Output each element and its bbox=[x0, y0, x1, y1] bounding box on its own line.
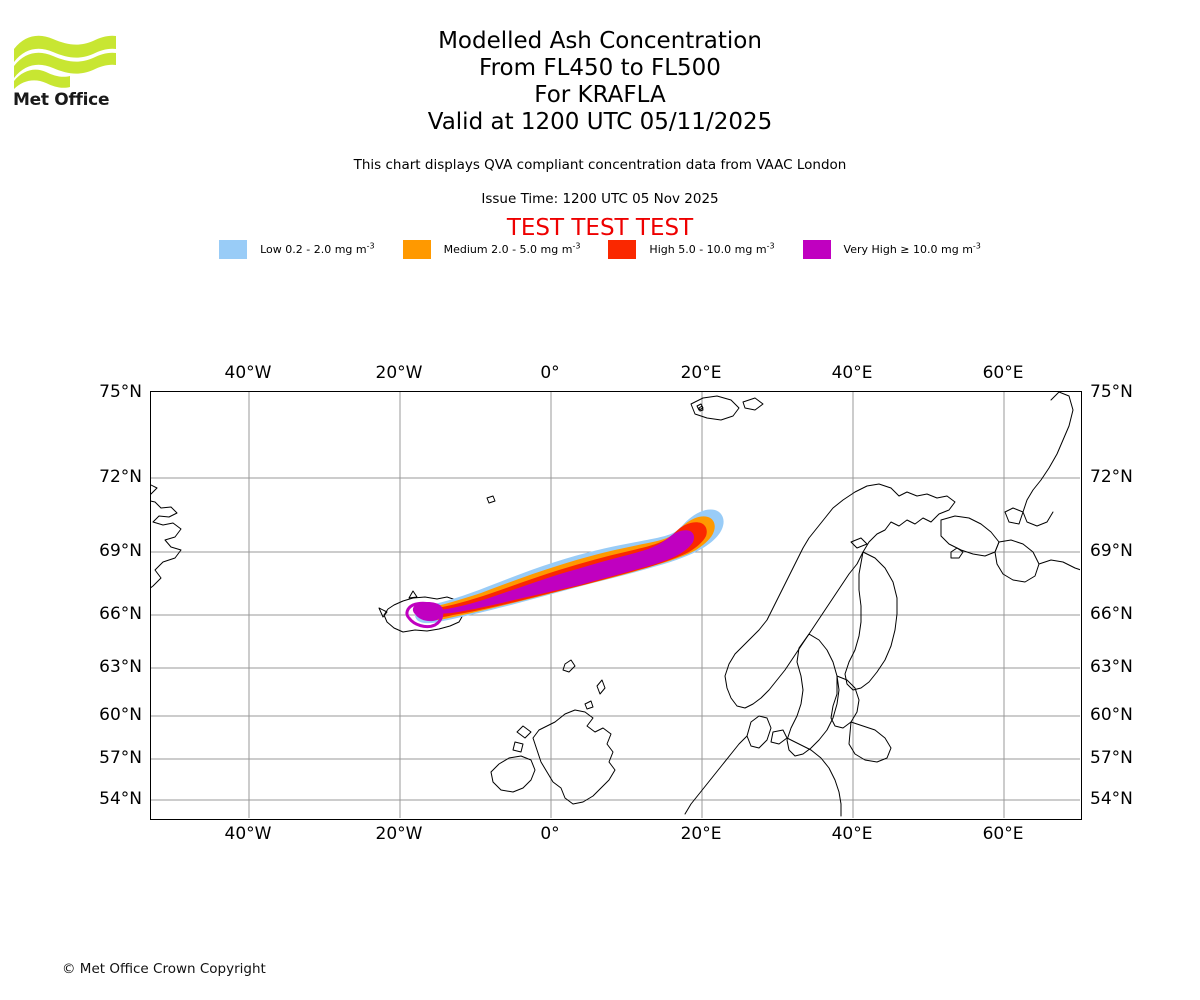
lon-label-top-2: 0° bbox=[540, 363, 560, 383]
met-office-logo: Met Office bbox=[13, 27, 123, 112]
lon-label-bottom-2: 0° bbox=[540, 824, 560, 844]
lat-label-left-5: 60°N bbox=[99, 705, 142, 725]
lat-label-left-6: 57°N bbox=[99, 748, 142, 768]
outer-hebrides bbox=[516, 725, 532, 739]
small-island-barents bbox=[950, 547, 964, 559]
lat-label-left-7: 54°N bbox=[99, 789, 142, 809]
legend-label-low: Low 0.2 - 2.0 mg m-3 bbox=[260, 240, 375, 256]
legend-label-very-high: Very High ≥ 10.0 mg m-3 bbox=[843, 240, 981, 256]
met-office-logo-mark bbox=[14, 35, 116, 89]
test-banner: TEST TEST TEST bbox=[506, 215, 694, 241]
title-volcano: For KRAFLA bbox=[534, 82, 666, 108]
jan-mayen-island bbox=[486, 495, 496, 504]
novaya-zemlya bbox=[1022, 392, 1074, 527]
lon-label-top-0: 40°W bbox=[224, 363, 272, 383]
orkney-islands bbox=[584, 700, 594, 710]
lat-label-right-7: 54°N bbox=[1090, 789, 1133, 809]
lofoten-islands bbox=[850, 537, 868, 549]
poland-baltic-coast bbox=[786, 737, 842, 817]
qva-note: This chart displays QVA compliant concen… bbox=[353, 157, 847, 173]
norway-coastline bbox=[724, 483, 956, 709]
greenland-coastline bbox=[151, 500, 182, 589]
baltic-coast bbox=[848, 721, 892, 763]
arctic-islet bbox=[698, 405, 704, 412]
lon-label-top-1: 20°W bbox=[375, 363, 423, 383]
plume-contour-high bbox=[426, 522, 707, 618]
map-gridlines bbox=[151, 392, 1080, 818]
lat-label-right-1: 72°N bbox=[1090, 467, 1133, 487]
lat-label-right-5: 60°N bbox=[1090, 705, 1133, 725]
lon-label-top-5: 60°E bbox=[982, 363, 1024, 383]
lon-label-bottom-4: 40°E bbox=[831, 824, 873, 844]
lat-label-right-2: 69°N bbox=[1090, 541, 1133, 561]
legend-item-very-high: Very High ≥ 10.0 mg m-3 bbox=[802, 240, 981, 259]
lon-label-bottom-0: 40°W bbox=[224, 824, 272, 844]
map-coastlines bbox=[151, 392, 1080, 817]
gulf-of-bothnia bbox=[830, 675, 860, 729]
title-valid-time: Valid at 1200 UTC 05/11/2025 bbox=[427, 109, 773, 135]
page-title: Modelled Ash Concentration bbox=[438, 28, 762, 54]
ash-plume-contours bbox=[405, 509, 724, 629]
lat-label-left-3: 66°N bbox=[99, 604, 142, 624]
legend-item-medium: Medium 2.0 - 5.0 mg m-3 bbox=[402, 240, 581, 259]
continental-europe-coast bbox=[684, 735, 748, 815]
denmark-zealand bbox=[770, 729, 788, 745]
lat-label-left-1: 72°N bbox=[99, 467, 142, 487]
svalbard-spitsbergen bbox=[690, 395, 740, 421]
kola-peninsula bbox=[940, 515, 1000, 557]
iceland-peninsula-w bbox=[378, 607, 388, 618]
legend-item-high: High 5.0 - 10.0 mg m-3 bbox=[608, 240, 775, 259]
issue-time: Issue Time: 1200 UTC 05 Nov 2025 bbox=[481, 191, 719, 207]
lat-label-right-6: 57°N bbox=[1090, 748, 1133, 768]
shetland-islands bbox=[596, 679, 606, 695]
kanin-peninsula bbox=[1004, 507, 1024, 525]
legend-swatch-high bbox=[608, 240, 637, 259]
lat-label-left-4: 63°N bbox=[99, 657, 142, 677]
legend-label-medium: Medium 2.0 - 5.0 mg m-3 bbox=[443, 240, 581, 256]
faroe-islands bbox=[562, 659, 576, 673]
title-flight-levels: From FL450 to FL500 bbox=[479, 55, 721, 81]
inner-hebrides bbox=[512, 741, 524, 753]
white-sea-coast bbox=[994, 539, 1040, 583]
lon-label-top-3: 20°E bbox=[680, 363, 722, 383]
lat-label-right-4: 63°N bbox=[1090, 657, 1133, 677]
ash-concentration-map bbox=[150, 391, 1082, 820]
met-office-logo-text: Met Office bbox=[13, 90, 110, 110]
russia-arctic-coast bbox=[1038, 559, 1080, 571]
map-frame bbox=[150, 391, 1082, 820]
sweden-coastline bbox=[786, 633, 840, 757]
greenland-island-1 bbox=[151, 484, 158, 495]
lat-label-right-3: 66°N bbox=[1090, 604, 1133, 624]
lat-label-right-0: 75°N bbox=[1090, 382, 1133, 402]
legend-item-low: Low 0.2 - 2.0 mg m-3 bbox=[219, 240, 375, 259]
chart-title-block: Modelled Ash Concentration From FL450 to… bbox=[0, 28, 1200, 136]
lon-label-top-4: 40°E bbox=[831, 363, 873, 383]
copyright-notice: © Met Office Crown Copyright bbox=[62, 961, 266, 977]
iceland-coastline bbox=[383, 596, 464, 633]
concentration-legend: Low 0.2 - 2.0 mg m-3 Medium 2.0 - 5.0 mg… bbox=[0, 240, 1200, 259]
denmark-jutland bbox=[746, 715, 772, 749]
lat-label-left-2: 69°N bbox=[99, 541, 142, 561]
plume-source-ring bbox=[405, 601, 444, 629]
map-canvas bbox=[151, 392, 1080, 818]
legend-label-high: High 5.0 - 10.0 mg m-3 bbox=[649, 240, 775, 256]
lon-label-bottom-5: 60°E bbox=[982, 824, 1024, 844]
great-britain-coastline bbox=[532, 709, 616, 805]
lat-label-left-0: 75°N bbox=[99, 382, 142, 402]
finland-coastline bbox=[844, 551, 898, 691]
lon-label-bottom-3: 20°E bbox=[680, 824, 722, 844]
svalbard-nordaustlandet bbox=[742, 397, 764, 411]
ireland-coastline bbox=[490, 755, 536, 793]
legend-swatch-low bbox=[219, 240, 248, 259]
iceland-peninsula-nw bbox=[408, 590, 418, 599]
legend-swatch-medium bbox=[402, 240, 431, 259]
lon-label-bottom-1: 20°W bbox=[375, 824, 423, 844]
legend-swatch-very-high bbox=[802, 240, 831, 259]
